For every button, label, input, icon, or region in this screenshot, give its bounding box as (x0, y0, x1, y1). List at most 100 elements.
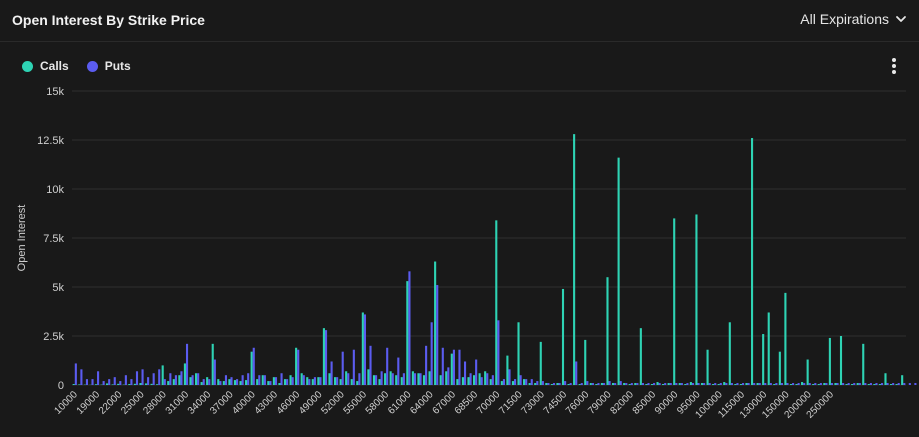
calls-bar[interactable] (150, 383, 153, 385)
calls-bar[interactable] (456, 379, 459, 385)
calls-bar[interactable] (233, 380, 237, 385)
calls-bar[interactable] (300, 373, 303, 385)
calls-bar[interactable] (178, 375, 181, 385)
calls-bar[interactable] (745, 383, 748, 385)
puts-bar[interactable] (247, 373, 250, 385)
puts-bar[interactable] (380, 371, 383, 385)
puts-bar[interactable] (502, 379, 506, 385)
puts-bar[interactable] (425, 345, 428, 385)
calls-bar[interactable] (756, 383, 759, 385)
puts-bar[interactable] (842, 383, 845, 385)
calls-bar[interactable] (700, 383, 704, 385)
calls-bar[interactable] (211, 343, 214, 385)
puts-bar[interactable] (719, 383, 722, 385)
puts-bar[interactable] (741, 383, 745, 385)
calls-bar[interactable] (356, 381, 359, 385)
calls-bar[interactable] (523, 379, 526, 385)
calls-bar[interactable] (384, 373, 387, 385)
puts-bar[interactable] (753, 383, 756, 385)
calls-bar[interactable] (106, 383, 109, 385)
calls-bar[interactable] (567, 384, 570, 385)
calls-bar[interactable] (172, 379, 175, 385)
puts-bar[interactable] (280, 373, 283, 385)
puts-bar[interactable] (324, 330, 328, 385)
puts-bar[interactable] (141, 369, 144, 385)
kebab-menu-icon[interactable] (888, 58, 900, 78)
calls-bar[interactable] (239, 381, 242, 385)
puts-bar[interactable] (147, 377, 150, 385)
calls-bar[interactable] (862, 343, 865, 385)
legend-item-calls[interactable]: Calls (22, 59, 69, 73)
calls-bar[interactable] (645, 384, 648, 385)
puts-bar[interactable] (252, 347, 255, 385)
puts-bar[interactable] (675, 383, 678, 385)
calls-bar[interactable] (94, 384, 98, 385)
puts-bar[interactable] (547, 383, 550, 385)
calls-bar[interactable] (639, 328, 642, 385)
puts-bar[interactable] (564, 381, 567, 385)
calls-bar[interactable] (228, 379, 231, 385)
calls-bar[interactable] (117, 383, 120, 385)
puts-bar[interactable] (319, 377, 322, 385)
calls-bar[interactable] (189, 377, 192, 385)
puts-bar[interactable] (814, 383, 817, 385)
calls-bar[interactable] (739, 384, 742, 385)
calls-bar[interactable] (806, 359, 809, 385)
puts-bar[interactable] (291, 377, 294, 385)
calls-bar[interactable] (839, 336, 843, 385)
calls-bar[interactable] (250, 351, 253, 385)
puts-bar[interactable] (530, 379, 533, 385)
calls-bar[interactable] (128, 384, 131, 385)
puts-bar[interactable] (230, 377, 233, 385)
calls-bar[interactable] (111, 384, 114, 385)
calls-bar[interactable] (678, 383, 681, 385)
calls-bar[interactable] (623, 383, 626, 385)
puts-bar[interactable] (586, 381, 589, 385)
puts-bar[interactable] (864, 383, 867, 385)
puts-bar[interactable] (91, 379, 94, 385)
puts-bar[interactable] (758, 383, 761, 385)
puts-bar[interactable] (369, 345, 372, 385)
calls-bar[interactable] (417, 373, 420, 385)
puts-bar[interactable] (397, 357, 400, 385)
calls-bar[interactable] (795, 384, 798, 385)
puts-bar[interactable] (680, 383, 683, 385)
calls-bar[interactable] (534, 383, 537, 385)
puts-bar[interactable] (391, 373, 394, 385)
puts-bar[interactable] (463, 361, 467, 385)
calls-bar[interactable] (589, 383, 592, 385)
puts-bar[interactable] (80, 369, 83, 385)
calls-bar[interactable] (139, 383, 142, 385)
puts-bar[interactable] (641, 383, 645, 385)
puts-bar[interactable] (853, 383, 856, 385)
puts-bar[interactable] (486, 373, 489, 385)
puts-bar[interactable] (686, 383, 689, 385)
calls-bar[interactable] (222, 381, 225, 385)
calls-bar[interactable] (472, 375, 476, 385)
calls-bar[interactable] (878, 384, 881, 385)
calls-bar[interactable] (261, 375, 264, 385)
puts-bar[interactable] (213, 359, 216, 385)
puts-bar[interactable] (475, 359, 478, 385)
puts-bar[interactable] (480, 377, 483, 385)
puts-bar[interactable] (575, 361, 578, 385)
calls-bar[interactable] (600, 383, 603, 385)
calls-bar[interactable] (550, 384, 553, 385)
puts-bar[interactable] (786, 383, 789, 385)
puts-bar[interactable] (730, 383, 733, 385)
puts-bar[interactable] (302, 375, 305, 385)
calls-bar[interactable] (289, 375, 292, 385)
calls-bar[interactable] (217, 379, 220, 385)
calls-bar[interactable] (133, 383, 136, 385)
puts-bar[interactable] (413, 373, 417, 385)
calls-bar[interactable] (183, 363, 186, 385)
calls-bar[interactable] (206, 377, 209, 385)
puts-bar[interactable] (119, 381, 122, 385)
calls-bar[interactable] (784, 292, 787, 385)
calls-bar[interactable] (684, 384, 687, 385)
calls-bar[interactable] (317, 377, 320, 385)
puts-bar[interactable] (441, 347, 444, 385)
calls-bar[interactable] (350, 379, 353, 385)
puts-bar[interactable] (541, 381, 544, 385)
puts-bar[interactable] (130, 379, 133, 385)
